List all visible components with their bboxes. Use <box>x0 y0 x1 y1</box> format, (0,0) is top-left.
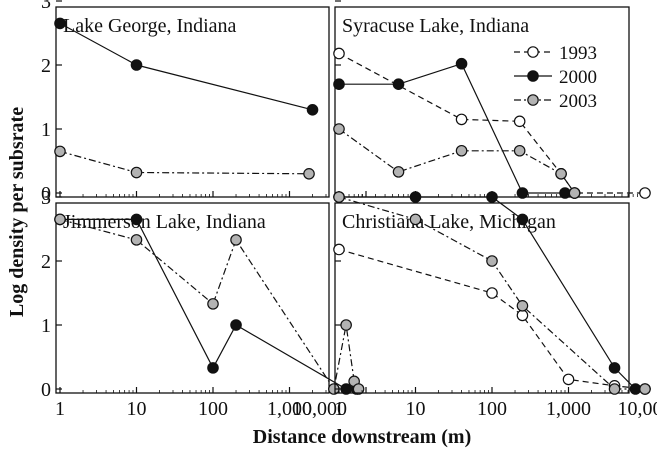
data-point-1993 <box>455 113 468 126</box>
y-tick-label: 3 <box>41 0 51 13</box>
data-point-2000 <box>608 362 621 374</box>
panel-title: Christiana Lake, Michigan <box>342 211 556 233</box>
data-point-2000 <box>130 59 143 71</box>
panel-frame <box>55 6 330 198</box>
legend-label-2000: 2000 <box>559 67 597 88</box>
data-point-2003 <box>333 123 345 135</box>
y-tick-label: 1 <box>41 315 51 337</box>
data-point-2003 <box>303 168 315 180</box>
legend: 1993 2000 2003 <box>514 43 597 112</box>
legend-label-2003: 2003 <box>559 91 597 112</box>
data-point-2000 <box>516 187 529 199</box>
data-point-2003 <box>568 187 581 199</box>
y-tick-label: 1 <box>41 119 51 141</box>
data-point-2000 <box>409 191 422 203</box>
data-point-1993 <box>486 287 498 299</box>
data-point-1993 <box>516 309 529 322</box>
x-tick-label: 100 <box>198 398 228 420</box>
x-tick-label: 100 <box>477 398 507 420</box>
series-line-2003 <box>59 218 360 391</box>
data-point-1993 <box>333 47 345 60</box>
legend-marker-2000 <box>527 70 539 82</box>
panel-frame <box>334 202 630 394</box>
x-tick-label: 10 <box>127 398 147 420</box>
data-point-2003 <box>130 234 143 246</box>
series-line-2000 <box>339 62 575 194</box>
panel-frame <box>55 202 330 394</box>
data-point-2000 <box>207 362 219 374</box>
data-point-2000 <box>559 187 571 199</box>
panel-2: Syracuse Lake, Indiana 1993 2000 2003 <box>333 0 651 199</box>
data-point-2003 <box>555 168 567 180</box>
legend-label-1993: 1993 <box>559 43 597 64</box>
panel-4: Christiana Lake, Michigan 1 10 100 1,000 10,0… <box>333 191 657 420</box>
x-tick-label: 1 <box>334 398 344 420</box>
data-point-1993 <box>513 115 526 128</box>
data-point-2000 <box>306 104 319 116</box>
panel-title: Syracuse Lake, Indiana <box>342 15 529 37</box>
legend-marker-2003 <box>527 94 539 106</box>
data-point-2000 <box>392 78 405 90</box>
y-tick-label: 2 <box>41 55 51 77</box>
panel-title: Jimmerson Lake, Indiana <box>63 211 266 233</box>
panel-title: Lake George, Indiana <box>63 15 237 37</box>
data-point-2003 <box>486 255 498 267</box>
x-tick-label: 1,000 <box>267 398 312 420</box>
data-point-2003 <box>340 319 352 331</box>
data-point-2003 <box>608 383 621 395</box>
x-tick-label: 1,000 <box>546 398 591 420</box>
data-point-2003 <box>409 213 422 226</box>
series-line-1993 <box>338 52 645 194</box>
series-line-2003 <box>338 128 576 194</box>
x-tick-label: 10,000 <box>618 398 657 420</box>
x-axis-label: Distance downstream (m) <box>253 426 472 448</box>
y-tick-label: 0 <box>41 183 51 205</box>
legend-marker-1993 <box>527 46 539 58</box>
data-point-2003 <box>230 234 242 246</box>
data-point-2003 <box>54 213 66 226</box>
data-point-2003 <box>455 144 468 157</box>
data-point-2000 <box>230 319 242 331</box>
data-point-2003 <box>352 383 365 395</box>
data-point-2003 <box>207 298 219 310</box>
x-tick-label: 10 <box>406 398 426 420</box>
data-point-2003 <box>513 144 526 157</box>
data-point-2000 <box>333 78 345 90</box>
data-point-2000 <box>54 17 66 30</box>
data-point-1993 <box>639 187 651 199</box>
y-tick-label: 3 <box>41 187 51 209</box>
series-line-2003 <box>59 150 310 175</box>
x-tick-label: 10,000 <box>292 398 347 420</box>
data-point-2000 <box>516 213 529 226</box>
data-point-2003 <box>639 383 651 395</box>
y-tick-label: 0 <box>41 379 51 401</box>
panel-1: Lake George, Indiana 0 1 2 3 <box>41 0 367 205</box>
data-point-2003 <box>130 166 143 179</box>
x-tick-label: 1 <box>55 398 65 420</box>
data-point-1993 <box>562 373 575 386</box>
data-point-2003 <box>54 145 66 158</box>
data-point-2000 <box>130 213 143 226</box>
data-point-2000 <box>455 57 468 70</box>
y-axis-label: Log density per subsrate <box>6 107 28 317</box>
data-point-2003 <box>392 166 405 178</box>
data-point-2003 <box>333 191 345 203</box>
data-point-1993 <box>333 243 345 256</box>
y-tick-label: 2 <box>41 251 51 273</box>
data-point-2000 <box>486 191 498 203</box>
series-line-1993 <box>338 248 646 390</box>
data-point-2003 <box>516 299 529 312</box>
